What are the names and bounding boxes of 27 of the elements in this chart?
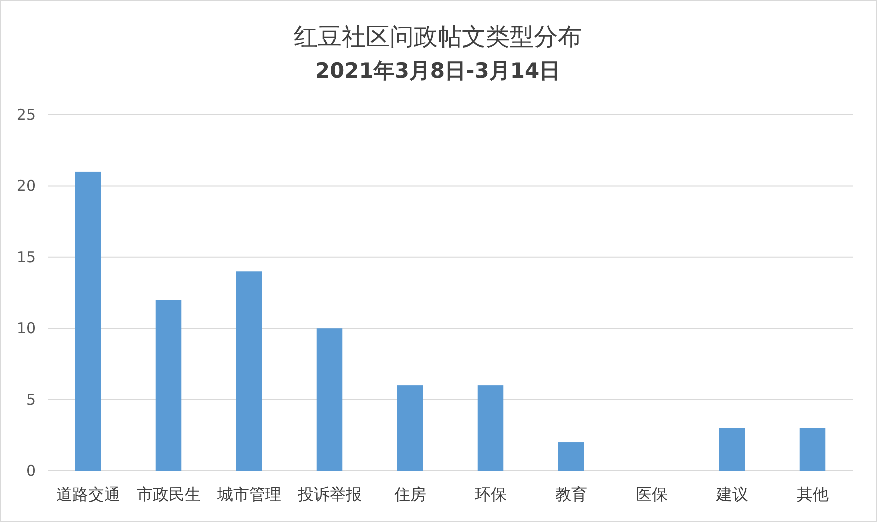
- x-tick-label: 住房: [393, 485, 426, 504]
- y-tick-label: 15: [16, 248, 36, 266]
- bar: [478, 386, 504, 471]
- bar: [800, 428, 826, 471]
- bar: [719, 428, 746, 471]
- x-tick-label: 其他: [796, 485, 829, 504]
- x-tick-label: 建议: [715, 485, 748, 504]
- chart-subtitle: 2021年3月8日-3月14日: [315, 59, 561, 83]
- y-tick-label: 5: [26, 390, 36, 409]
- bar: [397, 386, 424, 471]
- bar: [156, 300, 182, 471]
- x-tick-label: 教育: [555, 485, 588, 504]
- x-tick-label: 市政民生: [136, 485, 201, 504]
- bar: [236, 272, 262, 471]
- bar: [75, 172, 102, 471]
- x-tick-label: 道路交通: [56, 485, 120, 504]
- x-tick-label: 环保: [474, 485, 507, 504]
- x-tick-label: 投诉举报: [296, 485, 362, 504]
- y-tick-label: 20: [16, 177, 36, 196]
- chart-title: 红豆社区问政帖文类型分布: [294, 23, 582, 51]
- bar: [316, 328, 343, 471]
- y-tick-label: 10: [16, 320, 36, 338]
- y-tick-label: 0: [26, 462, 36, 480]
- y-tick-label: 25: [16, 106, 36, 124]
- x-tick-label: 城市管理: [216, 485, 282, 504]
- bar: [558, 442, 584, 471]
- x-tick-label: 医保: [636, 485, 668, 504]
